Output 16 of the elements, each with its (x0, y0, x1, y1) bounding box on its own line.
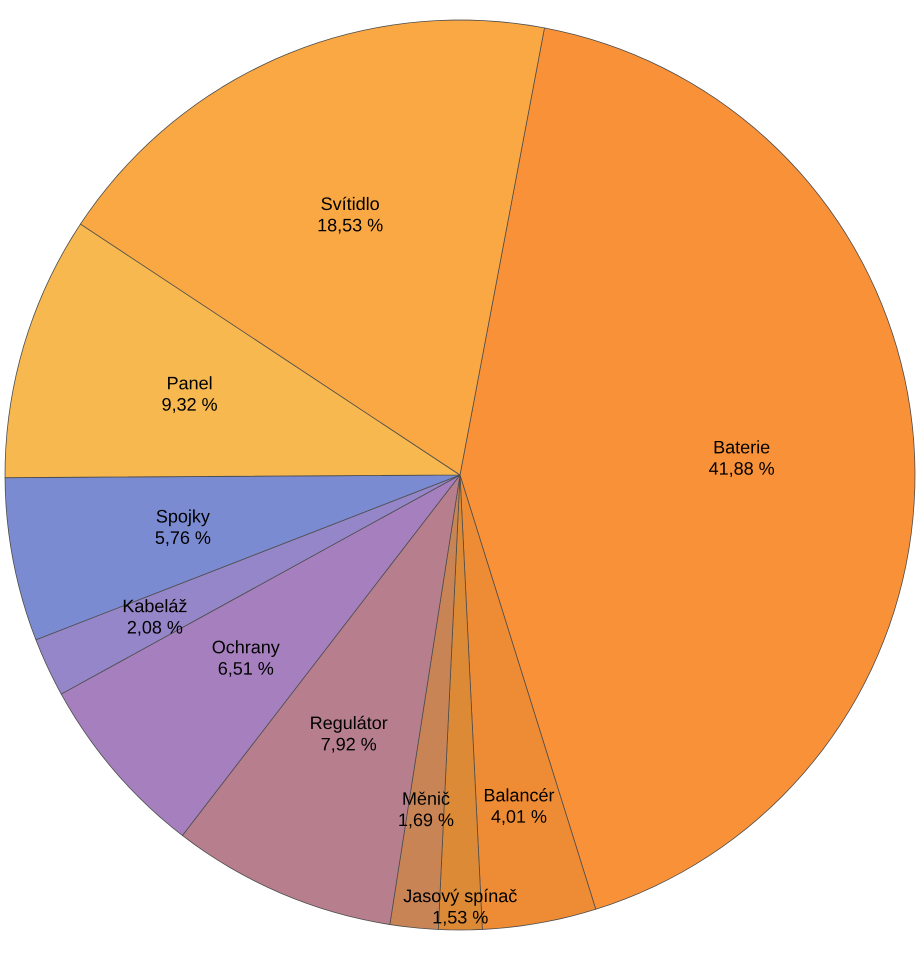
data-label: 41,88 % (709, 462, 774, 477)
data-label: 4,01 % (491, 810, 546, 825)
data-label: 2,08 % (128, 620, 182, 636)
data-label: 9,32 % (162, 398, 217, 413)
data-label: 6,51 % (218, 662, 274, 677)
data-label: 7,92 % (322, 738, 376, 753)
slice-label: Svítidlo (321, 196, 379, 210)
slice-label: Kabeláž (124, 598, 186, 612)
slice-label: Baterie (714, 440, 770, 454)
slice-label: Panel (168, 376, 212, 390)
slice-label: Ochrany (212, 640, 280, 657)
data-label: 5,76 % (156, 531, 210, 546)
slice-label: Balancér (484, 788, 554, 802)
slice-label: Regulátor (311, 716, 388, 733)
data-label: 18,53 % (318, 218, 383, 234)
slice-label: Spojky (156, 509, 210, 526)
